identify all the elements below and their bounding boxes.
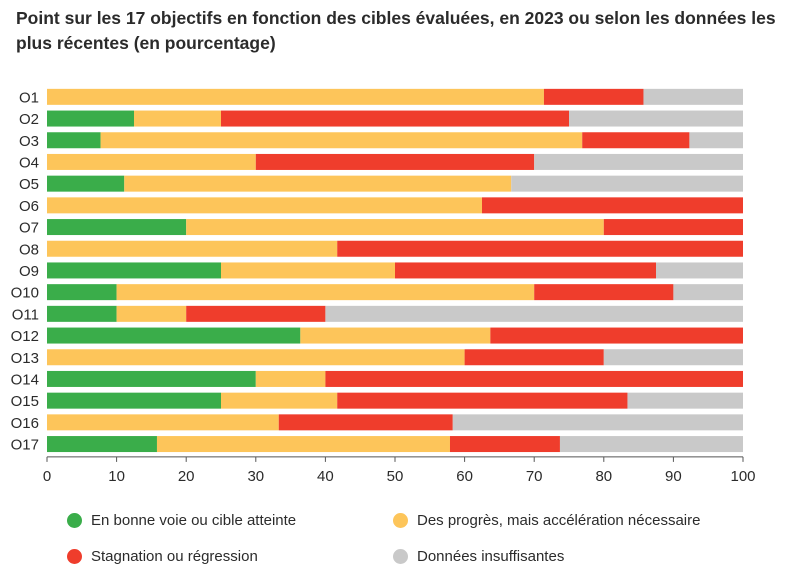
bar-segment [221,110,569,127]
bar-segment [627,392,743,409]
category-label: O12 [11,328,39,345]
bar-segment [47,436,157,453]
bar-segment [603,349,743,366]
bar-segment [464,349,604,366]
category-label: O8 [19,241,39,258]
bar-segment [689,132,743,149]
x-tick-label: 80 [595,468,612,485]
bar-segment [47,284,117,301]
bar-segment [47,175,125,192]
category-label: O2 [19,111,39,128]
category-label: O7 [19,220,39,237]
bar-segment [47,197,482,214]
bar-segment [47,153,256,170]
bar-segment [643,88,743,105]
bar-segment [452,414,743,431]
category-label: O16 [11,415,39,432]
bar-segment [325,305,743,322]
bar-segment [47,262,221,279]
bar-segment [124,175,512,192]
bar-segment [300,327,491,344]
bar-segment [255,153,535,170]
bar-segment [534,153,743,170]
bar-segment [47,349,465,366]
bar-segment [156,436,450,453]
bar-segment [673,284,743,301]
x-tick-label: 70 [526,468,543,485]
x-tick-label: 50 [387,468,404,485]
category-label: O1 [19,89,39,106]
bar-segment [534,284,674,301]
bar-segment [47,240,338,257]
x-tick-label: 100 [730,468,755,485]
bar-segment [47,110,134,127]
bar-segment [325,370,743,387]
bar-segment [47,132,101,149]
bar-segment [47,88,544,105]
bar-segment [116,284,535,301]
x-tick-label: 60 [456,468,473,485]
category-label: O6 [19,198,39,215]
category-label: O11 [12,306,39,323]
bar-segment [134,110,221,127]
bar-segment [337,392,628,409]
bar-segment [656,262,743,279]
bar-segment [221,392,338,409]
category-label: O4 [19,154,39,171]
x-tick-label: 90 [665,468,682,485]
bar-segment [582,132,690,149]
bar-segment [449,436,560,453]
x-tick-label: 40 [317,468,334,485]
bar-segment [255,370,326,387]
category-label: O13 [11,350,39,367]
category-label: O10 [11,285,39,302]
category-label: O14 [11,371,39,388]
chart-title: Point sur les 17 objectifs en fonction d… [16,8,776,53]
bar-segment [490,327,743,344]
bar-segment [337,240,743,257]
bar-segment [47,392,221,409]
x-tick-label: 0 [43,468,51,485]
bar-segment [47,305,117,322]
category-label: O9 [19,263,39,280]
bar-segment [47,219,187,236]
bar-segment [47,370,256,387]
x-tick-label: 30 [247,468,264,485]
bar-segment [569,110,743,127]
category-label: O15 [11,393,39,410]
category-label: O5 [19,176,39,193]
x-tick-label: 10 [108,468,125,485]
bar-segment [186,305,326,322]
category-label: O3 [19,133,39,150]
bar-segment [186,219,604,236]
bar-segment [559,436,743,453]
bar-segment [221,262,395,279]
x-tick-label: 20 [178,468,195,485]
bar-segment [116,305,187,322]
bar-segment [278,414,453,431]
bar-segment [511,175,743,192]
category-label: O17 [11,437,39,454]
bar-segment [47,414,279,431]
bar-segment [482,197,743,214]
bar-segment [603,219,743,236]
bar-segment [47,327,301,344]
bar-segment [100,132,583,149]
bar-segment [395,262,656,279]
bar-segment [543,88,644,105]
